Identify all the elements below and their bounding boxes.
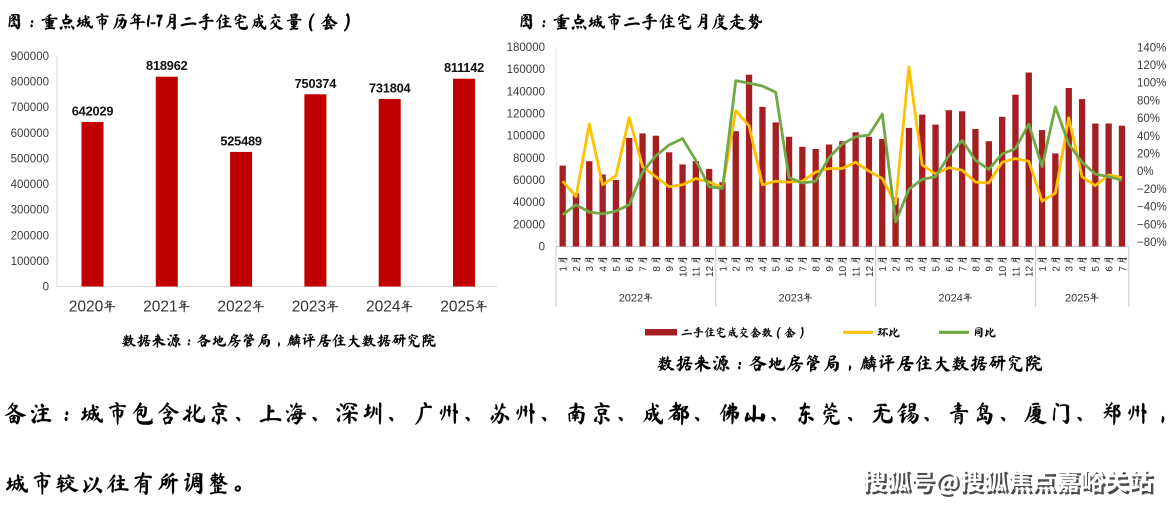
svg-text:2021: 2021 [143, 299, 177, 316]
svg-text:10: 10 [998, 266, 1009, 278]
svg-text:11: 11 [852, 266, 863, 277]
svg-text:3: 3 [745, 266, 756, 272]
svg-text:3: 3 [1065, 266, 1076, 272]
svg-text:80%: 80% [1137, 95, 1160, 107]
svg-text:12: 12 [705, 266, 716, 278]
svg-text:5: 5 [612, 266, 623, 272]
svg-text:5: 5 [931, 266, 942, 272]
svg-text:1: 1 [1038, 266, 1049, 272]
svg-text:400000: 400000 [11, 179, 49, 191]
svg-text:−20%: −20% [1137, 184, 1167, 196]
svg-text:120%: 120% [1137, 60, 1166, 72]
svg-text:10: 10 [678, 266, 689, 278]
svg-text:11: 11 [1011, 266, 1022, 277]
svg-text:12: 12 [865, 266, 876, 278]
svg-text:40000: 40000 [513, 197, 545, 209]
svg-text:750374: 750374 [295, 76, 338, 91]
svg-text:731804: 731804 [369, 81, 412, 96]
svg-text:3: 3 [585, 266, 596, 272]
svg-text:642029: 642029 [72, 104, 114, 119]
svg-text:4: 4 [1078, 266, 1089, 272]
svg-text:20%: 20% [1137, 149, 1160, 161]
svg-text:818962: 818962 [146, 58, 188, 73]
svg-text:2024: 2024 [366, 299, 401, 316]
svg-text:1: 1 [718, 266, 729, 272]
svg-text:2: 2 [572, 266, 583, 272]
svg-text:60000: 60000 [513, 175, 545, 187]
svg-text:9: 9 [985, 266, 996, 272]
svg-text:1: 1 [878, 266, 889, 272]
svg-text:2: 2 [1051, 266, 1062, 272]
svg-text:8: 8 [971, 266, 982, 272]
svg-text:2022: 2022 [619, 293, 643, 305]
svg-text:1: 1 [559, 266, 570, 272]
svg-text:6: 6 [1105, 266, 1116, 272]
svg-text:200000: 200000 [11, 230, 49, 242]
svg-text:525489: 525489 [220, 133, 262, 148]
svg-text:80000: 80000 [513, 153, 545, 165]
svg-text:8: 8 [812, 266, 823, 272]
svg-text:2025: 2025 [440, 299, 474, 316]
svg-text:7: 7 [798, 266, 809, 272]
svg-text:6: 6 [785, 266, 796, 272]
svg-text:−40%: −40% [1137, 202, 1167, 214]
svg-text:2022: 2022 [217, 299, 251, 316]
svg-text:8: 8 [652, 266, 663, 272]
svg-text:7: 7 [639, 266, 650, 272]
svg-text:60%: 60% [1137, 113, 1160, 125]
svg-text:180000: 180000 [507, 42, 545, 54]
svg-text:0: 0 [43, 282, 49, 294]
svg-text:600000: 600000 [11, 128, 49, 140]
svg-text:2024: 2024 [938, 293, 962, 305]
svg-text:2023: 2023 [292, 299, 326, 316]
svg-text:3: 3 [905, 266, 916, 272]
svg-text:4: 4 [918, 266, 929, 272]
svg-text:40%: 40% [1137, 131, 1160, 143]
svg-text:4: 4 [599, 266, 610, 272]
svg-text:2: 2 [732, 266, 743, 272]
svg-text:10: 10 [838, 266, 849, 278]
svg-text:120000: 120000 [507, 109, 545, 121]
svg-text:6: 6 [625, 266, 636, 272]
svg-text:100000: 100000 [507, 131, 545, 143]
svg-text:300000: 300000 [11, 205, 49, 217]
svg-text:140000: 140000 [507, 86, 545, 98]
svg-text:800000: 800000 [11, 77, 49, 89]
svg-text:2020: 2020 [69, 299, 104, 316]
svg-text:500000: 500000 [11, 153, 49, 165]
svg-text:140%: 140% [1137, 42, 1166, 54]
svg-text:2023: 2023 [779, 293, 803, 305]
svg-text:5: 5 [1091, 266, 1102, 272]
svg-text:4: 4 [758, 266, 769, 272]
svg-text:811142: 811142 [444, 60, 484, 75]
svg-text:−80%: −80% [1137, 237, 1167, 249]
svg-text:100%: 100% [1137, 78, 1166, 90]
svg-text:6: 6 [945, 266, 956, 272]
svg-text:2: 2 [892, 266, 903, 272]
svg-text:5: 5 [772, 266, 783, 272]
svg-text:7: 7 [1118, 266, 1129, 272]
svg-text:−60%: −60% [1137, 219, 1167, 231]
svg-text:0%: 0% [1137, 166, 1154, 178]
svg-text:900000: 900000 [11, 51, 49, 63]
svg-text:9: 9 [825, 266, 836, 272]
svg-text:0: 0 [539, 242, 545, 254]
svg-text:100000: 100000 [11, 256, 49, 268]
svg-text:9: 9 [665, 266, 676, 272]
svg-text:7: 7 [958, 266, 969, 272]
svg-text:12: 12 [1025, 266, 1036, 278]
svg-text:11: 11 [692, 266, 703, 277]
svg-text:2025: 2025 [1065, 293, 1089, 305]
svg-text:20000: 20000 [513, 219, 545, 231]
svg-text:160000: 160000 [507, 64, 545, 76]
svg-text:700000: 700000 [11, 102, 49, 114]
